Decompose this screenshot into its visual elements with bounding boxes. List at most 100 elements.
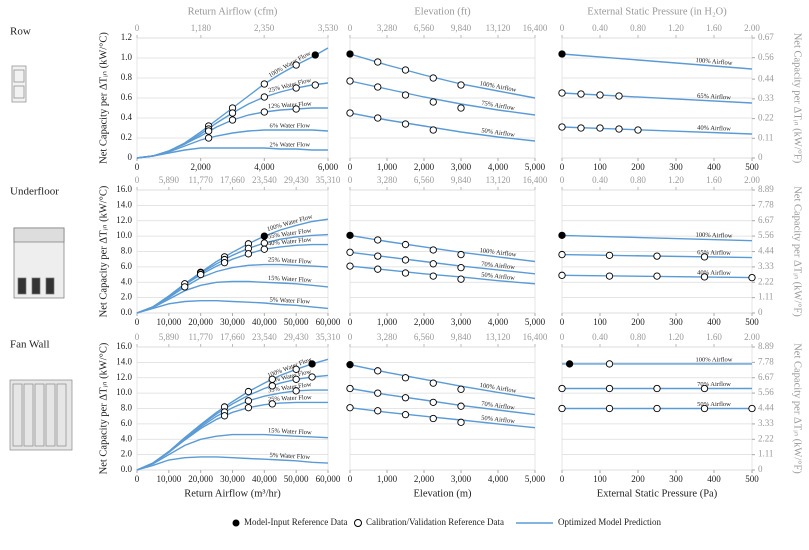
- calibration-point: [374, 265, 382, 273]
- calibration-point: [374, 236, 382, 244]
- row-label: Row: [10, 26, 31, 38]
- calibration-point: [311, 81, 319, 89]
- y-tick-label: 6.0: [121, 261, 133, 271]
- x2-tick-label: 16,400: [523, 175, 548, 185]
- model-line: [561, 53, 753, 70]
- x-tick-label: 300: [669, 317, 683, 327]
- curve-label: 100% Airflow: [479, 80, 517, 94]
- input-point: [558, 50, 566, 58]
- x-tick-label: 0: [348, 317, 353, 327]
- x2-tick-label: 1.20: [668, 175, 684, 185]
- input-point: [346, 50, 354, 58]
- x2-tick-label: 2.00: [744, 332, 760, 342]
- calibration-point: [429, 272, 437, 280]
- y-tick-label: 0.8: [121, 72, 133, 82]
- x2-tick-label: 16,400: [523, 23, 548, 33]
- y2-tick-label: 3.33: [758, 261, 774, 271]
- calibration-point: [605, 384, 614, 393]
- curve-label: 6% Water Flow: [270, 122, 311, 129]
- calibration-point: [346, 248, 354, 256]
- y2-tick-label: 0.22: [758, 113, 774, 123]
- x-tick-label: 0: [135, 474, 140, 484]
- y2-tick-label: 5.56: [758, 387, 774, 397]
- calibration-point: [346, 77, 354, 85]
- curve-label: 65% Airflow: [697, 249, 731, 257]
- y-tick-label: 0.2: [121, 132, 132, 142]
- calibration-point: [596, 91, 604, 99]
- calibration-point: [558, 250, 566, 259]
- calibration-point: [374, 389, 382, 397]
- calibration-point: [346, 109, 354, 117]
- curve-label: 100% Airflow: [479, 247, 517, 259]
- x2-tick-label: 17,660: [220, 332, 245, 342]
- curve-label: 5% Water Flow: [269, 452, 310, 461]
- curve-label: 12% Water Flow: [268, 100, 312, 110]
- x2-tick-label: 23,540: [252, 332, 277, 342]
- y-tick-label: 8.0: [121, 246, 133, 256]
- curve-label: 15% Water Flow: [268, 275, 312, 284]
- y-tick-label: 2.0: [121, 449, 133, 459]
- calibration-point: [429, 74, 437, 82]
- x-tick-label: 50,000: [284, 317, 309, 327]
- x-axis-title: Return Airflow (m³/hr): [184, 488, 281, 499]
- calibration-point: [429, 246, 437, 254]
- calibration-point: [220, 412, 229, 420]
- calibration-point: [558, 384, 566, 393]
- row-icon: [11, 65, 27, 103]
- curve-label: 100% Airflow: [695, 232, 732, 240]
- x-tick-label: 3,000: [451, 317, 472, 327]
- calibration-point: [244, 397, 253, 405]
- x-tick-label: 0: [348, 474, 353, 484]
- x2-tick-label: 0.80: [630, 175, 646, 185]
- y2-tick-label: 7.78: [758, 199, 774, 209]
- calibration-point: [653, 384, 661, 393]
- y2-tick-label: 0: [758, 307, 763, 317]
- model-line: [136, 147, 328, 159]
- x2-tick-label: 0: [348, 23, 353, 33]
- y-tick-label: 0.6: [121, 92, 133, 102]
- x-tick-label: 5,000: [525, 317, 546, 327]
- x2-tick-label: 2.00: [744, 23, 760, 33]
- calibration-point: [558, 123, 566, 131]
- x-tick-label: 20,000: [188, 474, 213, 484]
- calibration-point: [605, 360, 614, 368]
- x-tick-label: 1,000: [377, 474, 398, 484]
- model-line: [136, 456, 329, 471]
- calibration-point: [401, 269, 410, 277]
- x-tick-label: 500: [745, 317, 759, 327]
- x-tick-label: 3,000: [451, 474, 472, 484]
- calibration-point: [615, 125, 623, 133]
- calibration-point: [260, 93, 268, 101]
- curve-label: 70% Airflow: [481, 400, 516, 411]
- calibration-point: [244, 387, 253, 396]
- input-point: [308, 360, 316, 368]
- y-tick-label: 0.0: [121, 464, 133, 474]
- x-tick-label: 200: [631, 162, 645, 172]
- calibration-point: [457, 263, 465, 272]
- calibration-point: [457, 418, 465, 426]
- calibration-point: [374, 407, 382, 415]
- calibration-point: [605, 404, 614, 413]
- model-line: [561, 126, 753, 135]
- x-tick-label: 10,000: [156, 474, 181, 484]
- y-tick-label: 8.0: [121, 403, 133, 413]
- y-tick-label: 10.0: [116, 230, 132, 240]
- x2-tick-label: 3,530: [318, 23, 339, 33]
- calibration-point: [204, 127, 213, 135]
- x2-tick-label: 5,890: [159, 332, 180, 342]
- y2-tick-label: 4.44: [758, 403, 774, 413]
- x2-axis-title: Elevation (ft): [414, 6, 471, 17]
- x-tick-label: 2,000: [414, 474, 435, 484]
- calibration-point: [605, 251, 614, 259]
- calibration-point: [346, 262, 354, 270]
- x-tick-label: 0: [560, 474, 565, 484]
- x-tick-label: 400: [707, 474, 721, 484]
- x-tick-label: 500: [745, 474, 759, 484]
- calibration-point: [292, 61, 300, 69]
- calibration-point: [429, 414, 437, 423]
- y2-tick-label: 0.67: [758, 32, 774, 42]
- x-tick-label: 10,000: [156, 317, 181, 327]
- calibration-point: [204, 134, 213, 142]
- calibration-point: [577, 124, 585, 132]
